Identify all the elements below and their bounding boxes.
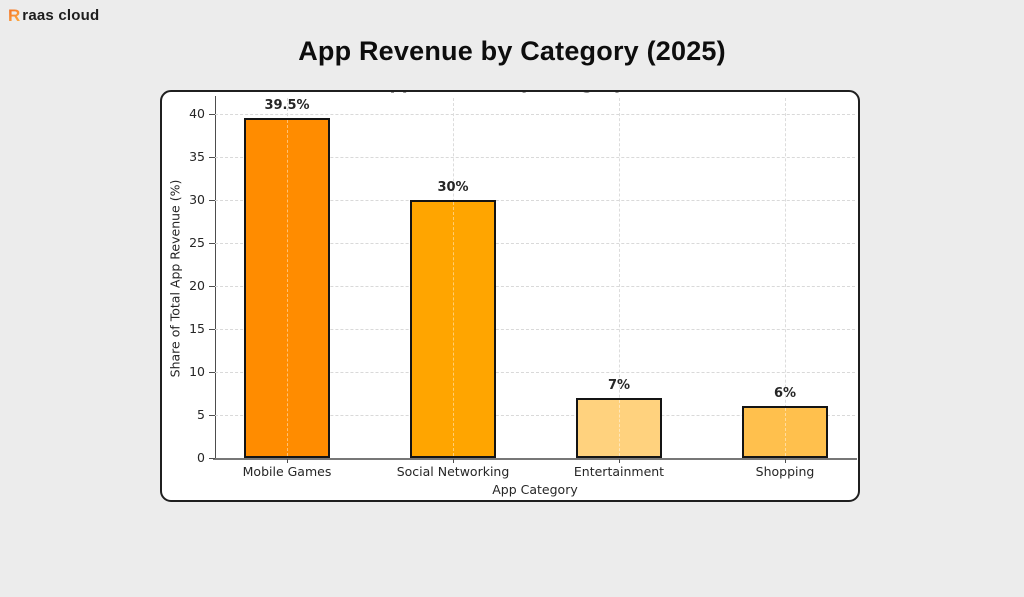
y-gridline — [215, 243, 855, 244]
y-tick-label: 35 — [189, 149, 205, 164]
y-gridline — [215, 114, 855, 115]
y-tick-mark — [209, 157, 215, 158]
clipped-figure-title: App Revenue by Category (2025) — [215, 92, 855, 96]
x-tick-label: Mobile Games — [242, 464, 332, 479]
y-tick-mark — [209, 286, 215, 287]
y-gridline — [215, 415, 855, 416]
x-axis-title: App Category — [492, 482, 578, 497]
x-tick-mark — [619, 459, 620, 463]
bar-shopping — [742, 406, 828, 458]
x-axis-spine — [213, 458, 857, 460]
x-tick-mark — [453, 459, 454, 463]
y-tick-mark — [209, 415, 215, 416]
x-tick-mark — [785, 459, 786, 463]
bar-value-label: 39.5% — [264, 98, 310, 114]
y-tick-label: 15 — [189, 321, 205, 336]
bar-social-networking — [410, 200, 496, 458]
y-tick-mark — [209, 329, 215, 330]
y-tick-label: 40 — [189, 106, 205, 121]
x-gridline — [619, 98, 620, 458]
bar-entertainment — [576, 397, 662, 458]
y-tick-mark — [209, 243, 215, 244]
plot-area: Share of Total App Revenue (%) App Categ… — [168, 96, 857, 497]
y-tick-label: 20 — [189, 278, 205, 293]
chart-card: App Revenue by Category (2025) Share of … — [160, 90, 860, 502]
y-tick-label: 25 — [189, 235, 205, 250]
y-gridline — [215, 286, 855, 287]
bar-mobile-games — [244, 118, 330, 458]
bar-centerline — [287, 120, 288, 456]
x-tick-label: Social Networking — [396, 464, 510, 479]
page-title: App Revenue by Category (2025) — [298, 36, 726, 66]
y-tick-label: 5 — [197, 407, 205, 422]
y-gridline — [215, 372, 855, 373]
y-tick-mark — [209, 114, 215, 115]
brand-logo: R raas cloud — [8, 7, 99, 24]
bar-centerline — [453, 202, 454, 456]
y-gridline — [215, 157, 855, 158]
bar-value-label: 30% — [437, 180, 469, 195]
bar-centerline — [785, 408, 786, 456]
raas-cloud-logo-icon: R — [8, 6, 21, 25]
y-tick-label: 10 — [189, 364, 205, 379]
bar-value-label: 7% — [607, 377, 631, 393]
y-tick-mark — [209, 458, 215, 459]
y-gridline — [215, 329, 855, 330]
y-tick-label: 30 — [189, 192, 205, 207]
y-tick-mark — [209, 372, 215, 373]
x-tick-mark — [287, 459, 288, 463]
x-gridline — [785, 98, 786, 458]
bar-centerline — [619, 399, 620, 456]
x-tick-label: Shopping — [755, 464, 815, 479]
y-gridline — [215, 200, 855, 201]
brand-wordmark: raas cloud — [22, 7, 100, 24]
y-tick-label: 0 — [197, 450, 205, 465]
y-axis-spine — [215, 96, 216, 460]
y-tick-mark — [209, 200, 215, 201]
x-tick-label: Entertainment — [573, 464, 665, 479]
bar-value-label: 6% — [773, 386, 797, 402]
